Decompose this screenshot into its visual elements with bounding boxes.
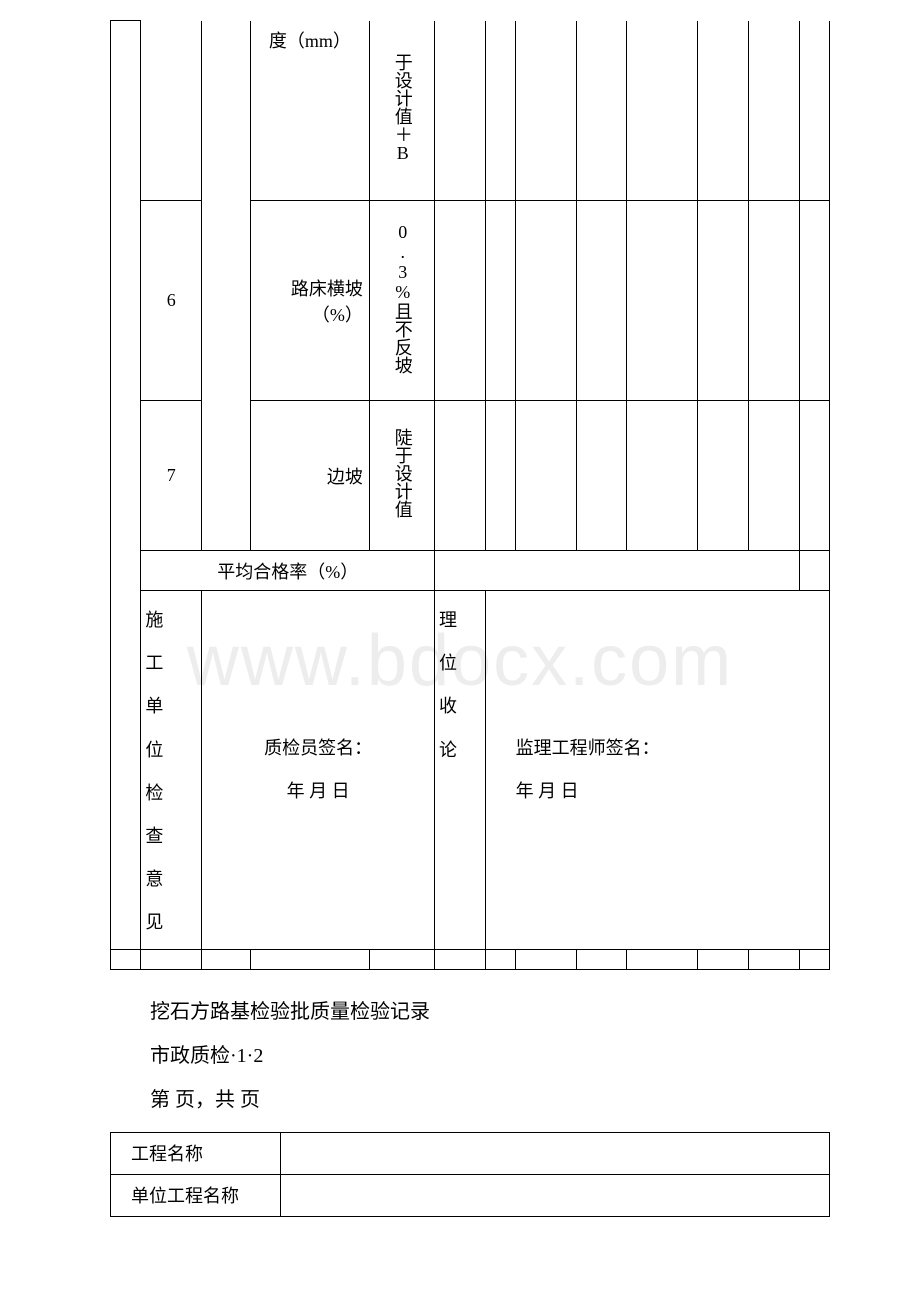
cell-avg-label: 平均合格率（%）	[141, 551, 435, 591]
cell-empty	[576, 201, 627, 401]
cell-empty	[516, 401, 577, 551]
sig-right-content: 监理工程师签名： 年 月 日	[485, 591, 829, 950]
cell-empty	[627, 201, 698, 401]
cell-empty	[698, 401, 749, 551]
cell-empty	[435, 201, 486, 401]
table-row-avg: 平均合格率（%）	[111, 551, 830, 591]
sig-left-label: 施工单位检查意见	[141, 591, 202, 950]
table-row: 单位工程名称	[111, 1174, 830, 1216]
cell-empty	[250, 949, 369, 969]
cell-empty	[576, 401, 627, 551]
cell-empty	[516, 201, 577, 401]
cell-empty	[576, 21, 627, 201]
document-content: 度（mm） 于设计值＋B 6 路床横坡（%） 0.3%且不反坡 7	[20, 20, 900, 1217]
cell-num	[141, 21, 202, 201]
sig-supervisor-label: 监理工程师签名：	[516, 727, 819, 770]
project-name-value	[281, 1132, 830, 1174]
cell-empty	[748, 949, 799, 969]
doc-code: 市政质检·1·2	[150, 1034, 900, 1078]
cell-empty	[627, 401, 698, 551]
cell-empty	[111, 21, 141, 950]
cell-empty	[748, 401, 799, 551]
cell-empty	[141, 949, 202, 969]
cell-empty	[799, 949, 829, 969]
cell-empty	[516, 21, 577, 201]
cell-desc: 度（mm）	[250, 21, 369, 201]
unit-project-name-value	[281, 1174, 830, 1216]
table-row: 度（mm） 于设计值＋B	[111, 21, 830, 201]
sig-date-label: 年 月 日	[212, 770, 424, 813]
cell-empty	[627, 21, 698, 201]
doc-page: 第 页，共 页	[150, 1078, 900, 1122]
sig-left-content: 质检员签名： 年 月 日	[202, 591, 435, 950]
cell-desc: 边坡	[250, 401, 369, 551]
cell-empty	[698, 21, 749, 201]
cell-num: 6	[141, 201, 202, 401]
cell-num: 7	[141, 401, 202, 551]
cell-empty	[435, 551, 800, 591]
cell-empty	[369, 949, 434, 969]
cell-spec: 陡于设计值	[369, 401, 434, 551]
cell-empty	[799, 551, 829, 591]
project-name-label: 工程名称	[111, 1132, 281, 1174]
signature-row: 施工单位检查意见 质检员签名： 年 月 日 理位收论 监理工程师签名： 年 月 …	[111, 591, 830, 950]
cell-empty	[748, 21, 799, 201]
sig-date-label: 年 月 日	[516, 770, 819, 813]
unit-project-name-label: 单位工程名称	[111, 1174, 281, 1216]
sig-right-label: 理位收论	[435, 591, 486, 950]
cell-empty	[435, 949, 486, 969]
cell-spec: 0.3%且不反坡	[369, 201, 434, 401]
cell-empty	[627, 949, 698, 969]
project-info-table: 工程名称 单位工程名称	[110, 1132, 830, 1217]
cell-empty	[202, 21, 251, 551]
inspection-table: 度（mm） 于设计值＋B 6 路床横坡（%） 0.3%且不反坡 7	[110, 20, 830, 970]
cell-empty	[435, 21, 486, 201]
cell-empty	[799, 201, 829, 401]
sig-inspector-label: 质检员签名：	[212, 727, 424, 770]
cell-empty	[698, 201, 749, 401]
cell-empty	[698, 949, 749, 969]
cell-empty	[799, 401, 829, 551]
cell-desc: 路床横坡（%）	[250, 201, 369, 401]
cell-empty	[202, 949, 251, 969]
cell-spec: 于设计值＋B	[369, 21, 434, 201]
cell-empty	[516, 949, 577, 969]
document-title-block: 挖石方路基检验批质量检验记录 市政质检·1·2 第 页，共 页	[150, 990, 900, 1122]
cell-empty	[748, 201, 799, 401]
cell-empty	[485, 21, 515, 201]
doc-title: 挖石方路基检验批质量检验记录	[150, 990, 900, 1034]
cell-empty	[485, 949, 515, 969]
cell-empty	[435, 401, 486, 551]
cell-empty	[485, 201, 515, 401]
cell-empty	[111, 949, 141, 969]
cell-empty	[485, 401, 515, 551]
cell-empty	[799, 21, 829, 201]
table-row-bottom	[111, 949, 830, 969]
table-row: 工程名称	[111, 1132, 830, 1174]
cell-empty	[576, 949, 627, 969]
